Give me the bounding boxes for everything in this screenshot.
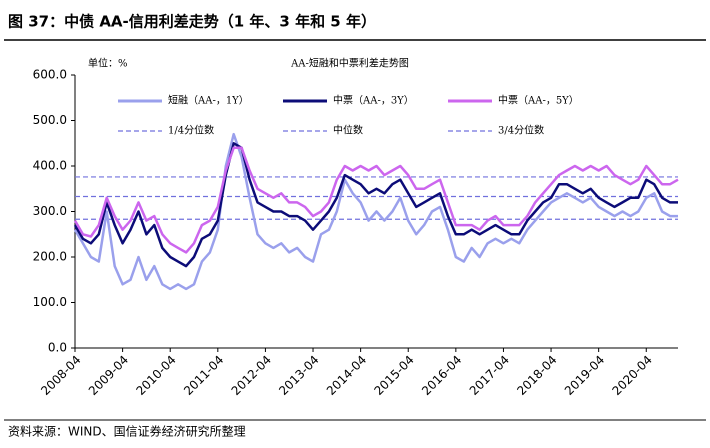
legend-label: 中位数 [333, 124, 363, 137]
y-tick-label: 200.0 [33, 250, 67, 264]
unit-label: 单位：% [88, 57, 128, 70]
y-tick-label: 100.0 [33, 295, 67, 309]
x-tick-label: 2019-04 [562, 353, 607, 398]
x-tick-label: 2018-04 [514, 353, 559, 398]
legend-label: 3/4分位数 [498, 124, 544, 137]
y-tick-label: 0.0 [48, 341, 67, 355]
legend-label: 1/4分位数 [168, 124, 214, 137]
x-tick-label: 2013-04 [276, 353, 321, 398]
y-tick-label: 300.0 [33, 204, 67, 218]
x-tick-label: 2009-04 [86, 353, 131, 398]
x-tick-label: 2010-04 [133, 353, 178, 398]
x-tick-label: 2015-04 [371, 353, 416, 398]
x-tick-label: 2008-04 [38, 353, 83, 398]
legend-label: 短融（AA-，1Y） [168, 94, 249, 107]
x-tick-label: 2012-04 [229, 353, 274, 398]
chart-subtitle: AA-短融和中票利差走势图 [290, 57, 409, 70]
y-tick-label: 400.0 [33, 159, 67, 173]
x-tick-label: 2020-04 [610, 353, 655, 398]
y-tick-label: 600.0 [33, 68, 67, 82]
legend-label: 中票（AA-，5Y） [498, 94, 579, 107]
series-line [73, 142, 678, 268]
x-tick-label: 2016-04 [419, 353, 464, 398]
legend-label: 中票（AA-，3Y） [333, 94, 414, 107]
y-tick-label: 500.0 [33, 113, 67, 127]
x-tick-label: 2011-04 [181, 353, 226, 398]
x-tick-label: 2014-04 [324, 353, 369, 398]
series-line [73, 132, 678, 291]
chart-title: 图 37：中债 AA-信用利差走势（1 年、3 年和 5 年） [8, 13, 376, 31]
x-tick-label: 2017-04 [467, 353, 512, 398]
series-line [73, 146, 679, 254]
source: 资料来源：WIND、国信证券经济研究所整理 [8, 424, 246, 439]
